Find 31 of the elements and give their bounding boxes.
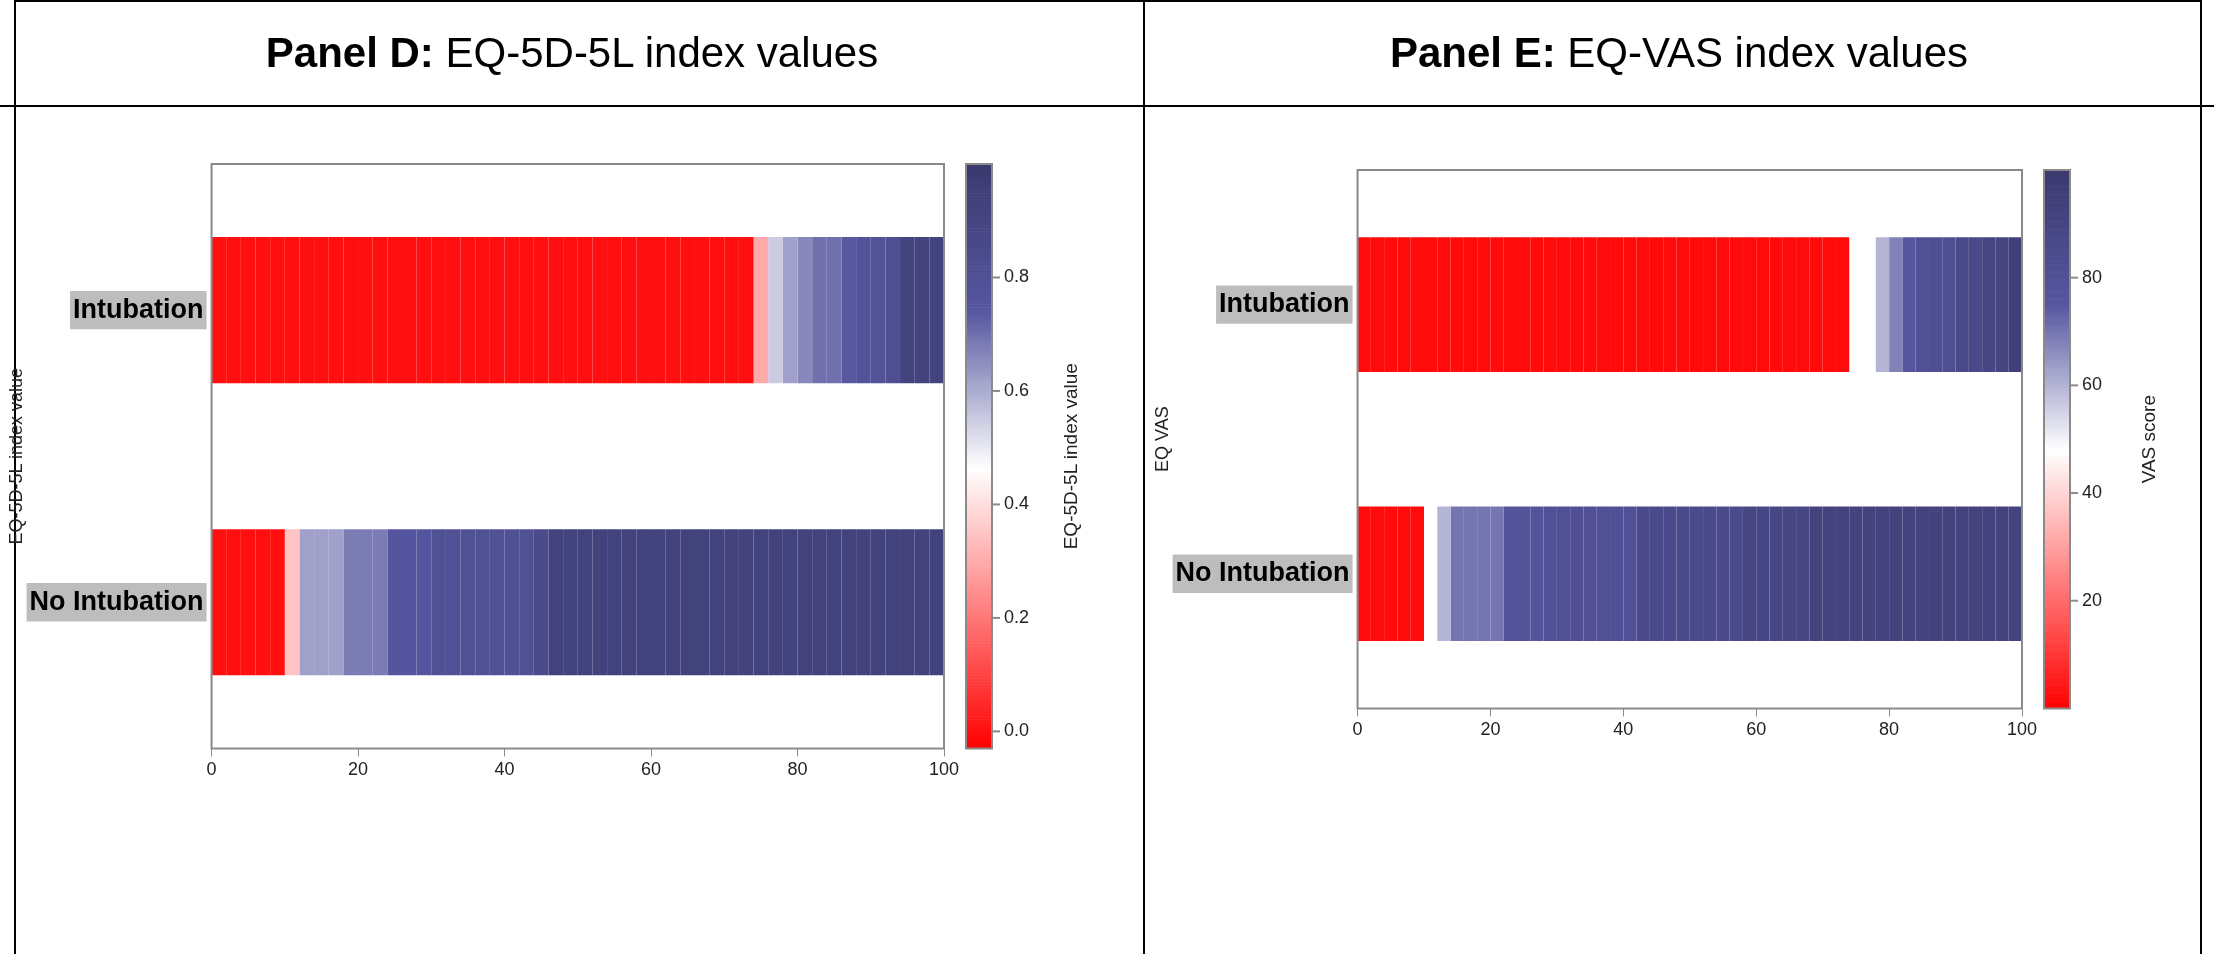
color-bar-label: 0.4 xyxy=(1004,493,1030,514)
color-bar-label: 0.8 xyxy=(1004,266,1030,287)
y-axis-title: EQ VAS xyxy=(1151,406,1172,473)
x-tick-label: 0 xyxy=(1352,719,1363,740)
x-tick-label: 100 xyxy=(928,759,960,780)
color-bar-title: EQ-5D-5L index value xyxy=(1060,363,1082,550)
color-bar-label: 60 xyxy=(2082,374,2103,395)
y-tick-label: Intubation xyxy=(1219,288,1350,319)
x-tick-label: 80 xyxy=(787,759,808,780)
color-bar-label: 80 xyxy=(2082,266,2103,287)
x-tick-label: 40 xyxy=(1613,719,1634,740)
x-tick-label: 20 xyxy=(348,759,369,780)
color-bar-label: 0.6 xyxy=(1004,379,1030,400)
color-bar-label: 0.0 xyxy=(1004,720,1030,741)
chart-title: Panel E: EQ-VAS index values xyxy=(1389,29,1969,77)
color-bar-label: 0.2 xyxy=(1004,606,1030,627)
y-axis-title: EQ-5D-5L index value xyxy=(5,367,26,545)
x-tick-label: 60 xyxy=(641,759,662,780)
x-tick-label: 0 xyxy=(206,759,217,780)
color-bar-label: 20 xyxy=(2082,589,2103,610)
x-tick-label: 40 xyxy=(494,759,515,780)
x-tick-label: 80 xyxy=(1879,719,1900,740)
x-tick-label: 20 xyxy=(1480,719,1501,740)
y-tick-label: No Intubation xyxy=(1175,557,1350,588)
chart-title: Panel D: EQ-5D-5L index values xyxy=(265,29,879,77)
color-bar-title: VAS score xyxy=(2138,395,2160,484)
x-tick-label: 60 xyxy=(1746,719,1767,740)
x-tick-label: 100 xyxy=(2006,719,2038,740)
color-bar-label: 40 xyxy=(2082,482,2103,503)
y-tick-label: No Intubation xyxy=(29,585,204,616)
y-tick-label: Intubation xyxy=(73,293,204,324)
